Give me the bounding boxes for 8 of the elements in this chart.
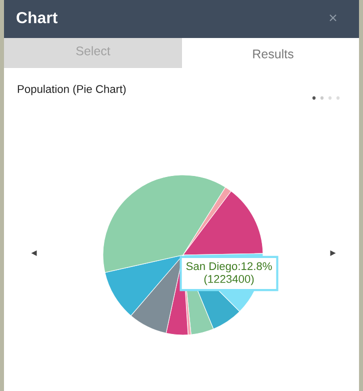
chart-title: Chart	[16, 12, 58, 24]
text: Results	[253, 49, 294, 58]
text: ×	[330, 14, 336, 22]
slice-label: San Diego:12.8% (1223400)	[186, 262, 272, 286]
text: ◂	[31, 250, 37, 256]
chart-subtitle: Population (Pie Chart)	[18, 84, 126, 96]
text: Select	[76, 46, 110, 56]
text: ▸	[330, 250, 336, 256]
